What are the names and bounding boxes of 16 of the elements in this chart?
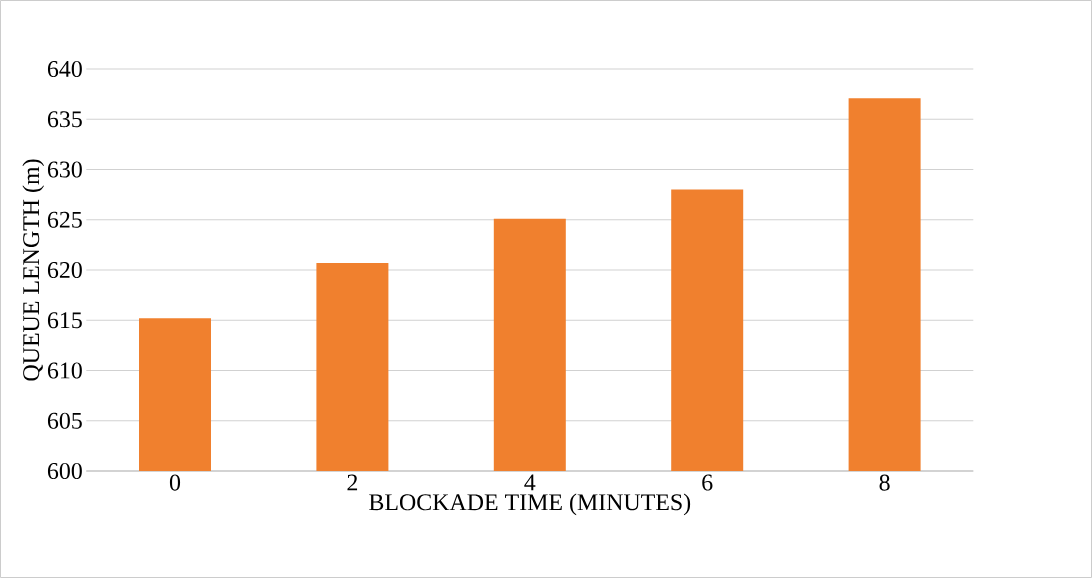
y-tick-label: 600 — [47, 462, 82, 480]
y-tick-label: 625 — [47, 211, 82, 228]
y-tick-label: 615 — [47, 312, 82, 329]
y-tick-label: 605 — [47, 412, 82, 429]
x-tick-label: 8 — [879, 474, 890, 491]
x-axis-title: BLOCKADE TIME (MINUTES) — [369, 493, 691, 516]
y-tick-label: 635 — [47, 111, 82, 128]
x-tick-label: 0 — [169, 474, 181, 491]
x-tick-label: 6 — [702, 474, 713, 491]
x-tick-label: 4 — [524, 474, 536, 491]
y-axis-title: QUEUE LENGTH (m) — [22, 159, 45, 381]
y-tick-label: 620 — [47, 261, 82, 279]
y-tick-label: 630 — [47, 161, 82, 178]
x-tick-label: 2 — [347, 474, 358, 491]
y-tick-label: 640 — [47, 60, 82, 78]
y-tick-label: 610 — [47, 362, 82, 379]
